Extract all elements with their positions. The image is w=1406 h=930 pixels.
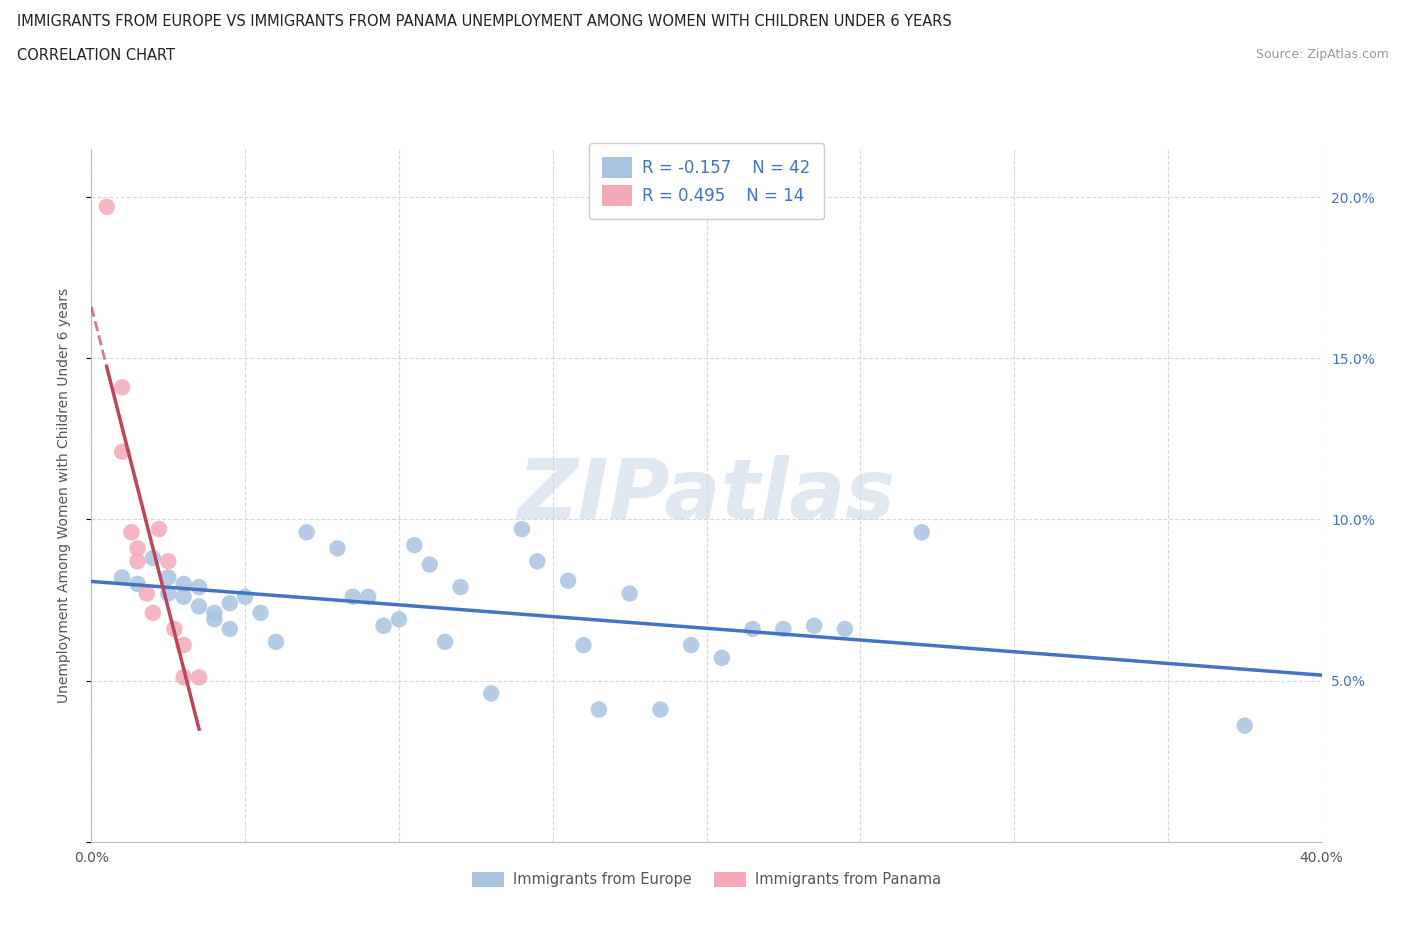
Point [588, 702, 610, 717]
Point [127, 554, 149, 569]
Point [404, 538, 426, 552]
Point [111, 445, 134, 459]
Point [741, 621, 763, 636]
Text: CORRELATION CHART: CORRELATION CHART [17, 48, 174, 63]
Point [373, 618, 395, 633]
Point [127, 541, 149, 556]
Point [188, 599, 211, 614]
Point [326, 541, 349, 556]
Point [127, 577, 149, 591]
Point [479, 686, 502, 701]
Point [434, 634, 457, 649]
Point [163, 621, 186, 636]
Point [619, 586, 641, 601]
Text: IMMIGRANTS FROM EUROPE VS IMMIGRANTS FROM PANAMA UNEMPLOYMENT AMONG WOMEN WITH C: IMMIGRANTS FROM EUROPE VS IMMIGRANTS FRO… [17, 14, 952, 29]
Point [357, 590, 380, 604]
Point [803, 618, 825, 633]
Point [526, 554, 548, 569]
Point [120, 525, 142, 539]
Legend: Immigrants from Europe, Immigrants from Panama: Immigrants from Europe, Immigrants from … [467, 866, 946, 893]
Y-axis label: Unemployment Among Women with Children Under 6 years: Unemployment Among Women with Children U… [56, 287, 70, 703]
Text: Source: ZipAtlas.com: Source: ZipAtlas.com [1256, 48, 1389, 61]
Point [157, 570, 180, 585]
Point [202, 605, 225, 620]
Point [419, 557, 441, 572]
Point [557, 573, 579, 588]
Point [142, 605, 165, 620]
Point [173, 590, 195, 604]
Point [264, 634, 287, 649]
Point [188, 670, 211, 684]
Point [135, 586, 157, 601]
Point [233, 590, 256, 604]
Point [96, 199, 118, 214]
Point [218, 596, 240, 611]
Point [772, 621, 794, 636]
Point [173, 638, 195, 653]
Point [295, 525, 318, 539]
Point [218, 621, 240, 636]
Point [710, 650, 733, 665]
Point [650, 702, 672, 717]
Point [449, 579, 471, 594]
Point [342, 590, 364, 604]
Point [681, 638, 703, 653]
Point [834, 621, 856, 636]
Point [157, 554, 180, 569]
Point [188, 579, 211, 594]
Point [173, 577, 195, 591]
Point [157, 586, 180, 601]
Point [1233, 718, 1256, 733]
Point [111, 379, 134, 394]
Point [510, 522, 533, 537]
Point [911, 525, 934, 539]
Point [142, 551, 165, 565]
Point [572, 638, 595, 653]
Point [388, 612, 411, 627]
Point [111, 570, 134, 585]
Point [202, 612, 225, 627]
Point [173, 670, 195, 684]
Point [148, 522, 170, 537]
Point [249, 605, 271, 620]
Text: ZIPatlas: ZIPatlas [517, 455, 896, 536]
